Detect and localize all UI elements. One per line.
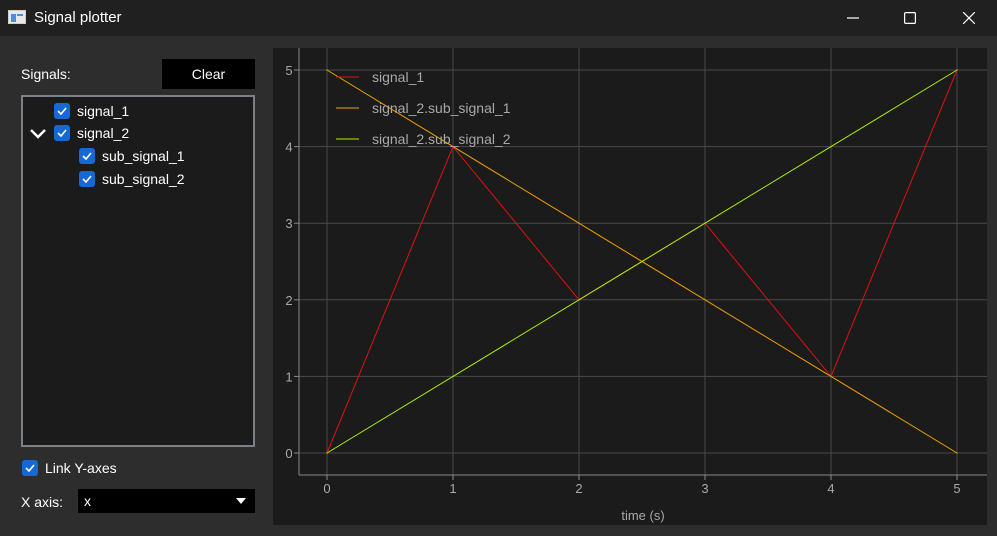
minimize-icon [847, 17, 859, 19]
data-point [452, 146, 454, 148]
maximize-button[interactable] [882, 0, 938, 36]
clear-button[interactable]: Clear [162, 59, 255, 89]
legend-label: signal_2.sub_signal_1 [372, 100, 511, 116]
data-point [578, 299, 580, 301]
data-point [326, 452, 328, 454]
title-bar: Signal plotter [0, 0, 997, 36]
checkmark-icon [25, 464, 35, 472]
checkmark-icon [82, 175, 92, 183]
sub-signal-2-checkbox[interactable] [79, 171, 95, 187]
line-chart[interactable]: 0 1 2 3 4 5 0 1 2 3 4 5 time (s) signal_1 signal_2.sub… [273, 48, 987, 525]
data-point [830, 146, 832, 148]
series-line-3 [326, 69, 958, 454]
tree-item-sub-signal-2[interactable]: sub_signal_2 [79, 169, 185, 189]
link-y-axes-checkbox[interactable] [22, 460, 38, 476]
window-title: Signal plotter [34, 9, 122, 26]
sub-signal-1-checkbox[interactable] [79, 148, 95, 164]
x-axis-select[interactable]: x [78, 489, 255, 513]
close-icon [963, 12, 975, 24]
y-tick-label: 5 [285, 63, 292, 78]
data-point [326, 69, 328, 71]
x-tick-label: 3 [701, 481, 708, 496]
signals-label: Signals: [21, 66, 71, 82]
data-point [956, 69, 958, 71]
tree-item-label: sub_signal_1 [102, 148, 185, 164]
data-point [704, 222, 706, 224]
dropdown-arrow-icon [236, 498, 246, 504]
maximize-icon [904, 12, 916, 24]
tree-item-sub-signal-1[interactable]: sub_signal_1 [79, 146, 185, 166]
tree-item-label: sub_signal_2 [102, 171, 185, 187]
checkmark-icon [57, 107, 67, 115]
data-point [704, 299, 706, 301]
tree-item-label: signal_1 [77, 103, 130, 119]
x-axis-title: time (s) [621, 508, 664, 523]
plot-panel[interactable]: 0 1 2 3 4 5 0 1 2 3 4 5 time (s) signal_1 signal_2.sub… [273, 48, 987, 525]
y-tick-label: 3 [285, 216, 292, 231]
data-point [956, 452, 958, 454]
tree-item-signal-2[interactable]: signal_2 [54, 123, 129, 143]
legend-label: signal_1 [372, 69, 424, 85]
checkmark-icon [82, 152, 92, 160]
data-point [578, 222, 580, 224]
link-y-axes-label: Link Y-axes [45, 460, 117, 476]
y-tick-label: 1 [285, 369, 292, 384]
data-point [452, 375, 454, 377]
signal-tree[interactable]: signal_1 signal_2 sub_signal_1 sub_signa… [21, 95, 255, 447]
chevron-down-icon[interactable] [29, 127, 47, 141]
signal-1-checkbox[interactable] [54, 103, 70, 119]
tree-item-label: signal_2 [77, 125, 130, 141]
main-content: Signals: Clear signal_1 signal_2 sub_sig… [0, 36, 997, 536]
close-button[interactable] [941, 0, 997, 36]
x-tick-label: 1 [449, 481, 456, 496]
minimize-button[interactable] [825, 0, 881, 36]
link-y-axes-option[interactable]: Link Y-axes [22, 460, 117, 476]
checkmark-icon [57, 129, 67, 137]
x-tick-label: 4 [827, 481, 834, 496]
data-point [830, 375, 832, 377]
y-tick-label: 4 [285, 140, 292, 155]
legend-label: signal_2.sub_signal_2 [372, 131, 511, 147]
tree-item-signal-1[interactable]: signal_1 [54, 101, 129, 121]
x-axis-selected-value: x [84, 493, 91, 509]
x-tick-label: 2 [575, 481, 582, 496]
x-axis-label: X axis: [21, 494, 64, 510]
x-tick-label: 0 [323, 481, 330, 496]
y-tick-label: 2 [285, 293, 292, 308]
x-tick-label: 5 [953, 481, 960, 496]
app-icon [8, 10, 26, 24]
y-tick-label: 0 [285, 446, 292, 461]
signal-2-checkbox[interactable] [54, 125, 70, 141]
